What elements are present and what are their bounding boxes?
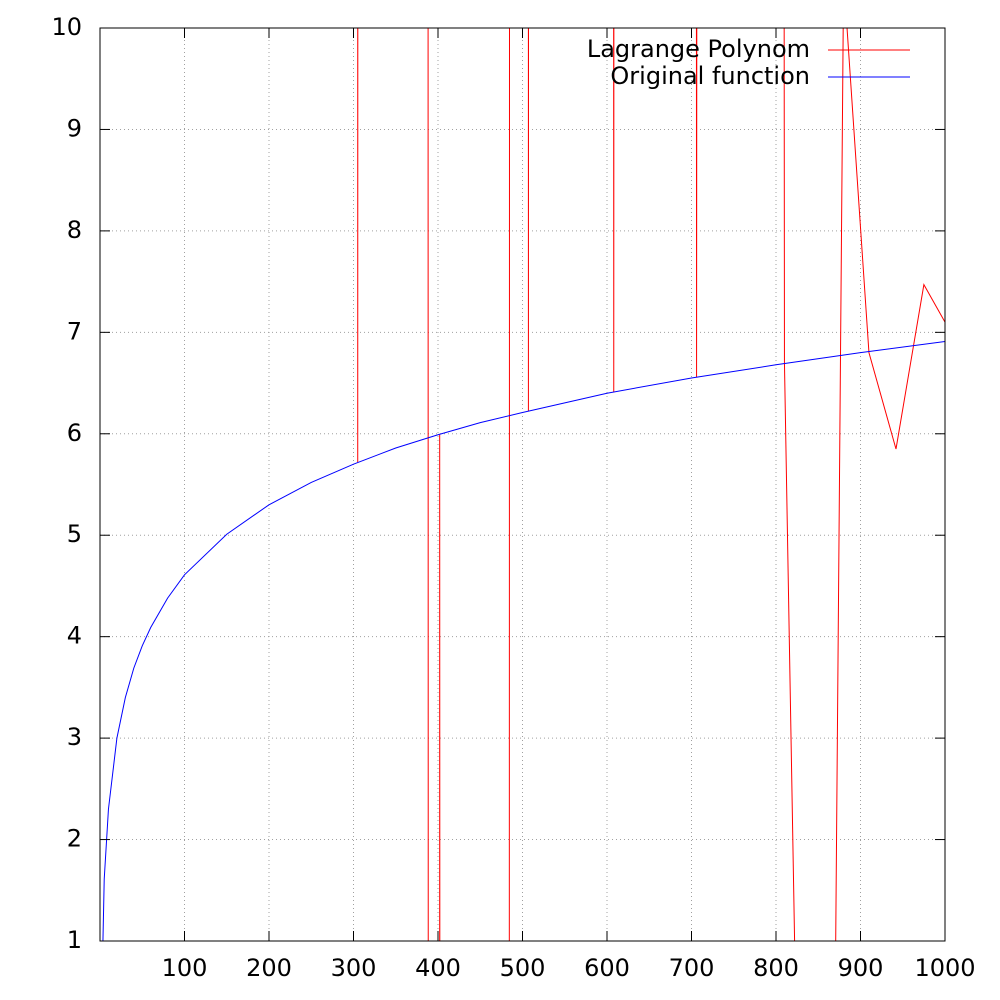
y-tick-label: 8 xyxy=(67,216,82,244)
y-tick-label: 7 xyxy=(67,317,82,345)
x-tick-label: 400 xyxy=(415,954,461,982)
x-tick-label: 300 xyxy=(331,954,377,982)
x-tick-label: 200 xyxy=(246,954,292,982)
y-tick-label: 1 xyxy=(67,926,82,954)
x-tick-label: 600 xyxy=(584,954,630,982)
x-tick-label: 100 xyxy=(162,954,208,982)
grid xyxy=(100,27,946,942)
y-tick-label: 9 xyxy=(67,114,82,142)
legend-label: Original function xyxy=(610,62,810,90)
legend-label: Lagrange Polynom xyxy=(587,35,810,63)
y-tick-label: 5 xyxy=(67,520,82,548)
plot-area xyxy=(101,0,945,941)
y-tick-label: 3 xyxy=(67,723,82,751)
series-line xyxy=(102,340,945,941)
x-tick-label: 800 xyxy=(753,954,799,982)
y-tick-label: 6 xyxy=(67,419,82,447)
x-tick-label: 700 xyxy=(669,954,715,982)
y-tick-label: 2 xyxy=(67,825,82,853)
x-tick-label: 900 xyxy=(838,954,884,982)
y-tick-label: 4 xyxy=(67,622,82,650)
x-tick-label: 1000 xyxy=(914,954,975,982)
axes: 1 2 3 4 5 6 7 8 9 10 100 200 300 400 500 600 700 800 900 10… xyxy=(51,13,975,982)
x-tick-label: 500 xyxy=(500,954,546,982)
y-tick-label: 10 xyxy=(51,13,82,41)
